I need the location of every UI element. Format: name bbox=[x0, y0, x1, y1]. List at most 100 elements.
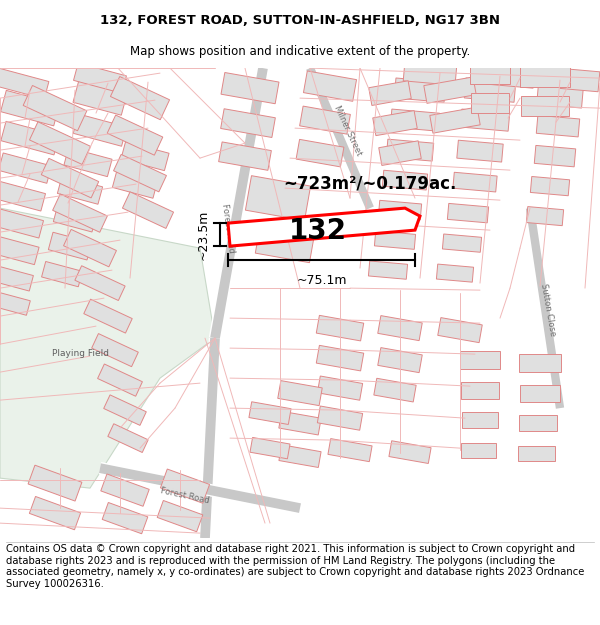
Polygon shape bbox=[442, 234, 482, 253]
Polygon shape bbox=[74, 63, 127, 93]
Polygon shape bbox=[560, 69, 600, 92]
Polygon shape bbox=[110, 76, 170, 120]
Polygon shape bbox=[250, 438, 290, 459]
Polygon shape bbox=[461, 382, 499, 399]
Polygon shape bbox=[373, 111, 417, 136]
Polygon shape bbox=[317, 406, 362, 430]
Polygon shape bbox=[221, 72, 279, 104]
Polygon shape bbox=[304, 71, 356, 101]
Polygon shape bbox=[438, 318, 482, 342]
Polygon shape bbox=[29, 496, 80, 530]
Polygon shape bbox=[104, 395, 146, 426]
Polygon shape bbox=[536, 116, 580, 137]
Polygon shape bbox=[526, 207, 563, 226]
Text: ~23.5m: ~23.5m bbox=[197, 209, 210, 260]
Polygon shape bbox=[0, 265, 34, 291]
Polygon shape bbox=[0, 68, 49, 99]
Polygon shape bbox=[391, 109, 440, 131]
Polygon shape bbox=[107, 115, 163, 155]
Polygon shape bbox=[102, 503, 148, 534]
Polygon shape bbox=[221, 109, 275, 138]
Polygon shape bbox=[448, 203, 488, 223]
Polygon shape bbox=[28, 465, 82, 501]
Polygon shape bbox=[245, 176, 311, 221]
Polygon shape bbox=[49, 232, 92, 260]
Polygon shape bbox=[316, 346, 364, 371]
Polygon shape bbox=[29, 122, 91, 164]
Polygon shape bbox=[389, 441, 431, 464]
Polygon shape bbox=[317, 376, 362, 400]
Polygon shape bbox=[1, 121, 59, 155]
Polygon shape bbox=[520, 65, 570, 87]
Polygon shape bbox=[521, 96, 569, 116]
Polygon shape bbox=[462, 412, 498, 428]
Text: 132: 132 bbox=[289, 217, 347, 245]
Polygon shape bbox=[519, 415, 557, 431]
Polygon shape bbox=[519, 354, 561, 372]
Polygon shape bbox=[0, 208, 215, 488]
Polygon shape bbox=[160, 469, 209, 503]
Polygon shape bbox=[122, 192, 173, 228]
Polygon shape bbox=[534, 146, 576, 167]
Polygon shape bbox=[0, 291, 30, 315]
Polygon shape bbox=[73, 81, 127, 115]
Polygon shape bbox=[84, 299, 132, 333]
Polygon shape bbox=[374, 231, 416, 249]
Text: Contains OS data © Crown copyright and database right 2021. This information is : Contains OS data © Crown copyright and d… bbox=[6, 544, 584, 589]
Polygon shape bbox=[101, 474, 149, 506]
Polygon shape bbox=[75, 266, 125, 301]
Polygon shape bbox=[460, 351, 500, 369]
Polygon shape bbox=[73, 114, 127, 146]
Polygon shape bbox=[368, 261, 407, 279]
Polygon shape bbox=[374, 378, 416, 402]
Polygon shape bbox=[41, 261, 82, 287]
Polygon shape bbox=[430, 107, 480, 133]
Polygon shape bbox=[378, 348, 422, 372]
Polygon shape bbox=[296, 139, 344, 167]
Polygon shape bbox=[520, 384, 560, 402]
Polygon shape bbox=[278, 381, 322, 406]
Text: ~75.1m: ~75.1m bbox=[296, 274, 347, 287]
Polygon shape bbox=[53, 204, 97, 232]
Polygon shape bbox=[379, 141, 421, 166]
Polygon shape bbox=[64, 148, 112, 177]
Polygon shape bbox=[461, 442, 496, 458]
Text: ~723m²/~0.179ac.: ~723m²/~0.179ac. bbox=[283, 174, 457, 192]
Polygon shape bbox=[471, 93, 509, 113]
Polygon shape bbox=[121, 142, 169, 171]
Polygon shape bbox=[279, 411, 321, 435]
Polygon shape bbox=[108, 424, 148, 452]
Polygon shape bbox=[424, 77, 476, 103]
Polygon shape bbox=[256, 224, 314, 262]
Polygon shape bbox=[517, 446, 554, 461]
Polygon shape bbox=[316, 316, 364, 341]
Polygon shape bbox=[369, 81, 411, 106]
Polygon shape bbox=[112, 170, 158, 198]
Polygon shape bbox=[464, 78, 516, 102]
Polygon shape bbox=[537, 84, 583, 108]
Polygon shape bbox=[249, 402, 291, 424]
Polygon shape bbox=[41, 158, 99, 198]
Polygon shape bbox=[530, 176, 569, 196]
Polygon shape bbox=[113, 154, 166, 192]
Polygon shape bbox=[403, 61, 457, 86]
Polygon shape bbox=[228, 208, 420, 246]
Polygon shape bbox=[378, 316, 422, 341]
Polygon shape bbox=[386, 139, 434, 161]
Polygon shape bbox=[328, 439, 372, 462]
Polygon shape bbox=[0, 236, 39, 264]
Polygon shape bbox=[98, 364, 142, 396]
Polygon shape bbox=[1, 91, 59, 126]
Text: 132, FOREST ROAD, SUTTON-IN-ASHFIELD, NG17 3BN: 132, FOREST ROAD, SUTTON-IN-ASHFIELD, NG… bbox=[100, 14, 500, 27]
Polygon shape bbox=[470, 62, 510, 84]
Polygon shape bbox=[157, 501, 203, 532]
Polygon shape bbox=[53, 194, 107, 232]
Polygon shape bbox=[382, 170, 428, 190]
Polygon shape bbox=[23, 86, 87, 131]
Polygon shape bbox=[58, 176, 103, 204]
Text: Forest Road: Forest Road bbox=[220, 203, 236, 253]
Polygon shape bbox=[92, 334, 139, 367]
Text: Milner Street: Milner Street bbox=[332, 104, 364, 157]
Polygon shape bbox=[485, 64, 535, 88]
Polygon shape bbox=[453, 173, 497, 192]
